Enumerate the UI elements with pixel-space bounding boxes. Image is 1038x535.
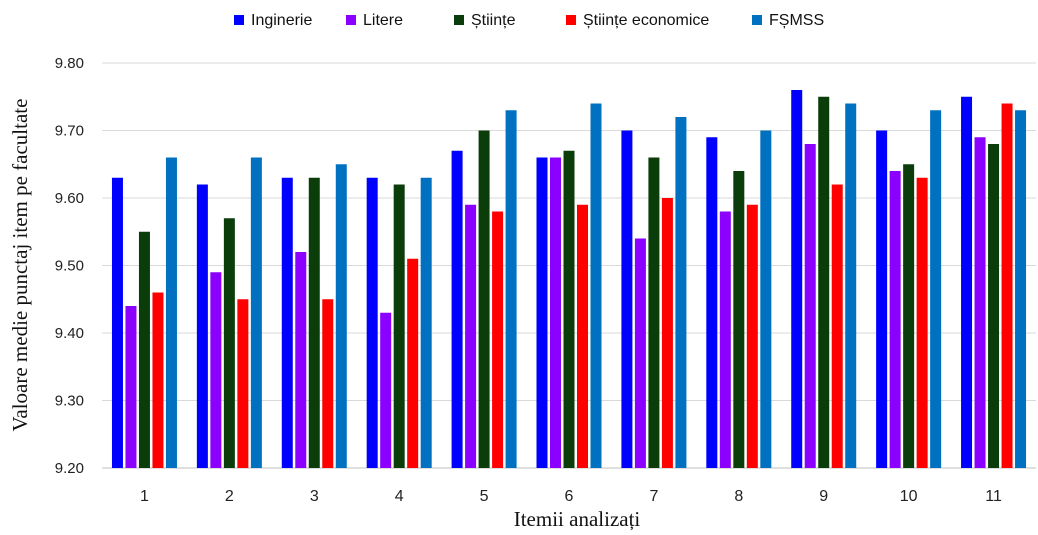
bar-fșmss-3: [335, 164, 347, 468]
bar-științe-9: [818, 96, 830, 468]
x-tick-label: 6: [565, 488, 574, 505]
x-tick-label: 8: [734, 488, 743, 505]
x-tick-label: 4: [395, 488, 404, 505]
x-tick-label: 11: [985, 488, 1002, 505]
x-tick-label: 1: [140, 488, 149, 505]
bar-științe-2: [223, 218, 235, 468]
bar-științe-4: [393, 184, 405, 468]
x-tick-label: 7: [649, 488, 658, 505]
bar-litere-10: [889, 171, 901, 468]
bar-litere-2: [210, 272, 222, 468]
bar-științe-economice-3: [322, 299, 334, 468]
legend: Inginerie Litere Științe Științe economice F…: [234, 12, 824, 29]
bar-fșmss-9: [845, 103, 857, 468]
bar-inginerie-4: [366, 177, 378, 468]
bar-litere-11: [974, 137, 986, 468]
bar-fșmss-5: [505, 110, 517, 468]
legend-label: Științe: [471, 12, 516, 29]
y-tick-label: 9.20: [55, 460, 84, 477]
bar-științe-7: [648, 157, 660, 468]
bar-litere-7: [634, 238, 646, 468]
x-tick-label: 5: [480, 488, 489, 505]
bar-științe-economice-6: [577, 204, 588, 468]
bar-științe-economice-2: [237, 299, 249, 468]
bar-litere-8: [719, 211, 731, 468]
legend-swatch: [752, 15, 762, 25]
y-tick-label: 9.70: [55, 123, 84, 140]
bar-inginerie-10: [876, 130, 888, 468]
legend-swatch: [566, 15, 576, 25]
bar-fșmss-7: [675, 117, 687, 468]
bar-științe-5: [478, 130, 490, 468]
bar-științe-economice-10: [916, 177, 928, 468]
bar-litere-6: [550, 157, 561, 468]
bar-științe-economice-9: [831, 184, 843, 468]
bar-fșmss-2: [250, 157, 262, 468]
x-tick-label: 2: [225, 488, 234, 505]
legend-label: Inginerie: [251, 12, 312, 29]
x-axis-ticks: 1 2 3 4 5 6 7 8 9 10 11: [140, 488, 1002, 505]
bar-fșmss-11: [1015, 110, 1027, 468]
bar-științe-11: [988, 144, 1000, 468]
y-tick-label: 9.60: [55, 190, 84, 207]
x-axis-title: Itemii analizați: [514, 507, 641, 531]
legend-swatch: [454, 15, 464, 25]
legend-swatch: [346, 15, 356, 25]
bar-științe-economice-5: [492, 211, 504, 468]
bar-inginerie-5: [451, 150, 463, 468]
bar-științe-economice-11: [1001, 103, 1013, 468]
legend-label: Științe economice: [583, 12, 709, 29]
bar-inginerie-3: [281, 177, 293, 468]
x-tick-label: 10: [900, 488, 918, 505]
y-tick-label: 9.30: [55, 393, 84, 410]
legend-label: Litere: [363, 12, 403, 29]
bars: [111, 90, 1027, 468]
legend-swatch: [234, 15, 244, 25]
y-tick-label: 9.80: [55, 55, 84, 72]
bar-științe-10: [903, 164, 915, 468]
bar-fșmss-1: [165, 157, 177, 468]
bar-științe-3: [308, 177, 320, 468]
bar-inginerie-9: [791, 90, 803, 468]
bar-științe-economice-7: [661, 198, 673, 468]
legend-label: FȘMSS: [769, 12, 824, 29]
bar-științe-6: [563, 150, 575, 468]
bar-inginerie-8: [706, 137, 718, 468]
bar-litere-9: [804, 144, 816, 468]
bar-litere-1: [125, 306, 137, 468]
bar-litere-3: [295, 252, 307, 468]
bar-științe-economice-8: [746, 204, 758, 468]
y-axis-title: Valoare medie punctaj item pe facultate: [8, 99, 32, 432]
y-tick-label: 9.50: [55, 258, 84, 275]
bar-științe-economice-1: [152, 292, 164, 468]
bar-științe-economice-4: [407, 258, 419, 468]
bar-fșmss-6: [590, 103, 602, 468]
bar-litere-4: [380, 312, 392, 468]
bar-inginerie-2: [196, 184, 208, 468]
y-axis-ticks: 9.20 9.30 9.40 9.50 9.60 9.70 9.80: [55, 55, 84, 477]
bar-științe-8: [733, 171, 745, 468]
bar-litere-5: [465, 204, 477, 468]
bar-științe-1: [138, 231, 150, 468]
x-tick-label: 9: [819, 488, 828, 505]
y-tick-label: 9.40: [55, 325, 84, 342]
bar-inginerie-6: [536, 157, 548, 468]
bar-fșmss-8: [760, 130, 772, 468]
bar-inginerie-1: [111, 177, 123, 468]
bar-fșmss-4: [420, 177, 432, 468]
bar-inginerie-7: [621, 130, 633, 468]
bar-inginerie-11: [961, 96, 973, 468]
bar-fșmss-10: [930, 110, 942, 468]
x-tick-label: 3: [310, 488, 319, 505]
